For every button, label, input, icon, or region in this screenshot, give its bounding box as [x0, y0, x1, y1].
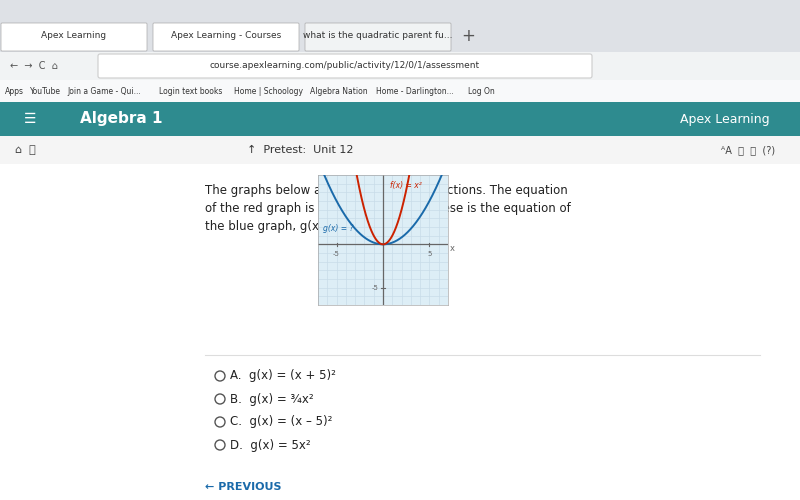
FancyBboxPatch shape — [1, 23, 147, 51]
FancyBboxPatch shape — [98, 54, 592, 78]
Text: +: + — [461, 27, 475, 45]
Text: Join a Game - Qui...: Join a Game - Qui... — [67, 86, 141, 96]
Text: f(x) = x²: f(x) = x² — [390, 181, 422, 190]
Text: Apps: Apps — [5, 86, 24, 96]
Text: of the red graph is f(x) = x². Which of these is the equation of: of the red graph is f(x) = x². Which of … — [205, 202, 570, 215]
Text: C.  g(x) = (x – 5)²: C. g(x) = (x – 5)² — [230, 416, 332, 428]
Text: B.  g(x) = ¾x²: B. g(x) = ¾x² — [230, 392, 314, 406]
Text: ⌂  🔒: ⌂ 🔒 — [15, 145, 36, 155]
Text: -5: -5 — [371, 284, 378, 290]
Text: Home - Darlington...: Home - Darlington... — [376, 86, 454, 96]
Text: -5: -5 — [333, 252, 340, 258]
Text: Login text books: Login text books — [159, 86, 222, 96]
Text: 5: 5 — [427, 252, 432, 258]
Text: Apex Learning - Courses: Apex Learning - Courses — [171, 32, 281, 40]
Text: ← PREVIOUS: ← PREVIOUS — [205, 482, 282, 492]
Text: Home | Schoology: Home | Schoology — [234, 86, 303, 96]
Text: x: x — [450, 244, 455, 253]
Text: the blue graph, g(x)?: the blue graph, g(x)? — [205, 220, 330, 233]
Text: Algebra Nation: Algebra Nation — [310, 86, 367, 96]
Text: course.apexlearning.com/public/activity/12/0/1/assessment: course.apexlearning.com/public/activity/… — [210, 62, 480, 70]
Text: YouTube: YouTube — [30, 86, 61, 96]
Text: ᴬA  👤  🖨  (?): ᴬA 👤 🖨 (?) — [721, 145, 775, 155]
Text: ☰: ☰ — [24, 112, 36, 126]
FancyBboxPatch shape — [153, 23, 299, 51]
Text: The graphs below are both quadratic functions. The equation: The graphs below are both quadratic func… — [205, 184, 568, 197]
Text: A.  g(x) = (x + 5)²: A. g(x) = (x + 5)² — [230, 370, 336, 382]
Text: Apex Learning: Apex Learning — [680, 112, 770, 126]
Text: D.  g(x) = 5x²: D. g(x) = 5x² — [230, 438, 310, 452]
Text: ←  →  C  ⌂: ← → C ⌂ — [10, 61, 58, 71]
Text: what is the quadratic parent fu...: what is the quadratic parent fu... — [303, 32, 453, 40]
FancyBboxPatch shape — [305, 23, 451, 51]
Text: Log On: Log On — [469, 86, 495, 96]
Text: Apex Learning: Apex Learning — [42, 32, 106, 40]
Text: ↑  Pretest:  Unit 12: ↑ Pretest: Unit 12 — [246, 145, 354, 155]
Text: Algebra 1: Algebra 1 — [80, 112, 162, 126]
Text: g(x) = ?: g(x) = ? — [322, 224, 353, 233]
